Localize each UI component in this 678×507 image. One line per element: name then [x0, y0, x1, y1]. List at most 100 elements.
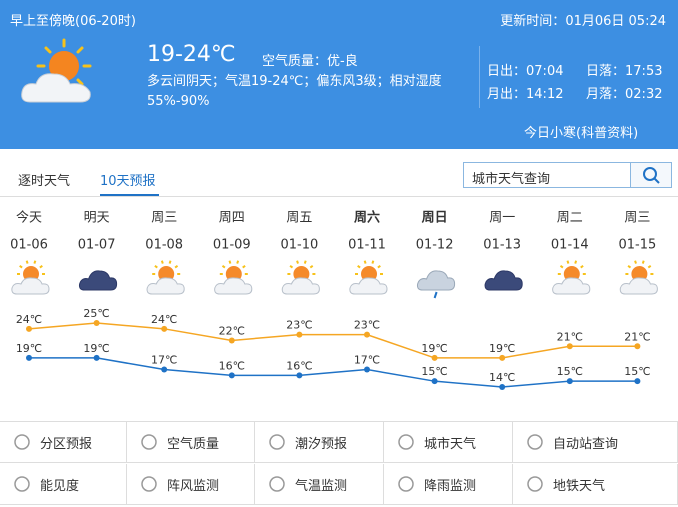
icon-ray	[296, 260, 299, 264]
menu-item[interactable]: 分区预报	[0, 422, 127, 463]
menu-icon-shape	[527, 434, 543, 450]
temp-label: 23℃	[354, 319, 380, 332]
day-label: 周三	[624, 211, 650, 226]
temp-label: 14℃	[489, 371, 515, 384]
icon-ray	[168, 260, 172, 264]
update-time: 01月06日 05:24	[565, 14, 666, 29]
icon-rain	[433, 291, 438, 299]
menu-item[interactable]: 气温监测	[255, 464, 384, 505]
icon-ray	[174, 264, 179, 269]
menu-icon-shape	[398, 434, 414, 450]
menu-label: 气温监测	[295, 478, 348, 494]
icon-ray	[627, 264, 632, 269]
temp-point	[26, 325, 32, 332]
menu-label: 能见度	[40, 478, 80, 494]
menu-item[interactable]: 自动站查询	[513, 422, 678, 463]
update-label: 更新时间：	[500, 14, 566, 29]
menu-item[interactable]: 能见度	[0, 464, 127, 505]
menu-item[interactable]: 潮汐预报	[255, 422, 384, 463]
icon-cloud	[146, 277, 185, 295]
menu-icon-shape	[14, 476, 30, 492]
day-label: 周日	[422, 211, 448, 226]
date-label: 01-12	[416, 238, 454, 253]
icon-ray	[309, 264, 314, 269]
weather-icon	[416, 270, 456, 299]
temp-label: 22℃	[219, 324, 245, 337]
icon-ray	[574, 260, 578, 264]
day-label: 今天	[16, 210, 42, 226]
menu-item[interactable]: 空气质量	[127, 422, 255, 463]
menu-label: 降雨监测	[424, 478, 477, 494]
temp-label: 15℃	[557, 365, 583, 378]
temp-label: 19℃	[489, 342, 515, 355]
temp-point	[431, 378, 438, 385]
sun-moon-time: 07:04	[526, 64, 564, 79]
day-label: 周四	[219, 211, 245, 226]
menu-icon-shape	[141, 476, 157, 492]
temp-label: 24℃	[151, 313, 177, 326]
temp-point	[499, 384, 506, 390]
icon-ray	[19, 264, 23, 269]
icon-cloud	[11, 277, 50, 295]
menu-icon	[398, 434, 414, 450]
temp-label: 23℃	[286, 319, 312, 332]
weather-icon	[484, 270, 523, 291]
temp-point	[431, 354, 438, 361]
menu-item[interactable]: 阵风监测	[127, 464, 255, 505]
icon-ray	[33, 260, 37, 264]
sun-moon-label: 月出：	[487, 87, 527, 102]
icon-ray	[641, 260, 645, 264]
solar-term[interactable]: 今日小寒(科普资料)	[524, 126, 639, 141]
menu-label: 城市天气	[424, 436, 477, 452]
temp-point	[161, 325, 168, 332]
weather-icon	[281, 260, 320, 295]
tab-active[interactable]: 10天预报	[100, 174, 156, 189]
date-label: 01-09	[213, 238, 251, 253]
icon-ray	[377, 264, 381, 269]
search-button[interactable]	[630, 163, 671, 187]
menu-item[interactable]: 城市天气	[384, 422, 513, 463]
day-label: 周五	[286, 211, 312, 226]
temp-point	[296, 372, 303, 379]
icon-ray	[566, 260, 570, 264]
temp-label: 24℃	[16, 313, 42, 326]
sun-moon-label: 日出：	[487, 64, 527, 79]
temp-point	[566, 343, 573, 350]
search-box[interactable]: 城市天气查询	[463, 162, 672, 188]
tab[interactable]: 逐时天气	[18, 174, 71, 189]
sun-moon-label: 日落：	[586, 64, 626, 79]
icon-cloud	[416, 270, 456, 291]
icon-cloud	[552, 277, 591, 295]
menu-item[interactable]: 地铁天气	[513, 464, 678, 505]
icon-ray	[371, 260, 375, 264]
air-value: 优-良	[327, 54, 358, 69]
weather-icon	[21, 38, 92, 103]
icon-ray	[236, 260, 240, 264]
day-label: 明天	[84, 211, 110, 226]
menu-item[interactable]: 降雨监测	[384, 464, 513, 505]
temp-label: 19℃	[83, 342, 109, 355]
temp-point	[93, 320, 100, 326]
date-label: 01-13	[483, 238, 521, 253]
temp-point	[93, 354, 100, 361]
temp-label: 15℃	[624, 365, 650, 378]
temp-point	[161, 366, 168, 373]
icon-ray	[357, 264, 361, 269]
search-placeholder: 城市天气查询	[472, 172, 551, 187]
sun-moon-item: 日落：17:53	[586, 60, 662, 79]
weather-icon	[11, 260, 50, 295]
icon-ray	[39, 264, 43, 269]
weather-icon	[214, 260, 253, 295]
temp-line	[29, 357, 638, 388]
search-icon	[643, 167, 660, 184]
sun-moon-item: 日出：07:04	[487, 60, 563, 79]
date-label: 01-14	[551, 238, 589, 253]
menu-icon-shape	[269, 476, 285, 492]
date-label: 01-07	[78, 238, 116, 253]
day-label: 周一	[489, 211, 515, 226]
menu-icon	[398, 476, 414, 492]
temp-point	[26, 354, 32, 361]
menu-label: 阵风监测	[167, 478, 220, 494]
day-label: 周三	[151, 211, 177, 226]
temp-point	[296, 331, 303, 338]
